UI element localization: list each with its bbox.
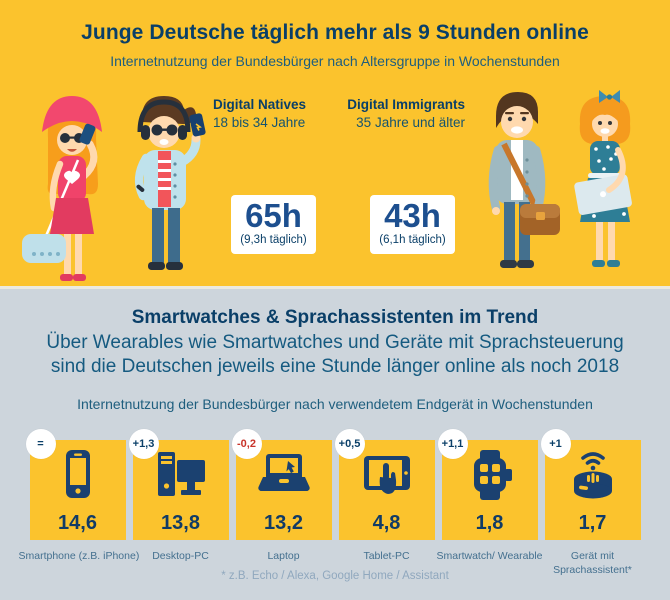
digital-natives-label: Digital Natives 18 bis 34 Jahre [213, 96, 306, 131]
device-label: Smartwatch/ Wearable [436, 550, 543, 562]
device-hours-value: 4,8 [372, 512, 401, 534]
page-title: Junge Deutsche täglich mehr als 9 Stunde… [81, 21, 589, 44]
daily-hours-value: (9,3h täglich) [240, 233, 307, 246]
device-hours-value: 1,7 [578, 512, 607, 534]
device-label: Desktop-PC [152, 550, 209, 562]
digital-natives-illustration [22, 96, 206, 281]
change-badge: = [25, 429, 56, 459]
device-hours-value: 13,2 [264, 512, 303, 534]
device-cards-row: = 14,6 Smartphone (z.B. iPhone) +1,3 [0, 429, 670, 577]
laptop-icon [257, 454, 310, 492]
device-card-laptop: -0,2 13,2 Laptop [231, 429, 332, 577]
card-tile: 4,8 [338, 440, 435, 540]
weekly-hours-value: 65h [245, 197, 302, 234]
change-badge: +1,3 [128, 429, 159, 459]
tablet-icon [363, 456, 410, 494]
digital-immigrants-illustration [488, 90, 632, 268]
change-badge: +1 [540, 429, 571, 459]
change-badge: +0,5 [334, 429, 365, 459]
group-age: 18 bis 34 Jahre [213, 114, 306, 130]
device-card-smartwatch: +1,1 1,8 Smartwatch/ Wearable [436, 429, 543, 577]
group-name: Digital Natives [213, 97, 307, 112]
daily-hours-value: (6,1h täglich) [379, 233, 446, 246]
device-hours-value: 13,8 [161, 512, 200, 534]
section-lead: Über Wearables wie Smartwatches und Gerä… [0, 331, 670, 379]
section-title: Smartwatches & Sprachassistenten im Tren… [131, 307, 539, 328]
device-hours-value: 14,6 [58, 512, 97, 534]
digital-immigrants-label: Digital Immigrants 35 Jahre und älter [347, 96, 465, 131]
device-label: Laptop [267, 550, 300, 562]
group-name: Digital Immigrants [347, 97, 465, 112]
footnote: * z.B. Echo / Alexa, Google Home / Assis… [221, 570, 449, 582]
page-subtitle: Internetnutzung der Bundesbürger nach Al… [110, 53, 560, 69]
device-label: Tablet-PC [363, 550, 410, 562]
digital-natives-hours-card: 65h (9,3h täglich) [231, 195, 316, 254]
older-man-figure [488, 92, 560, 268]
section-subtitle: Internetnutzung der Bundesbürger nach ve… [77, 396, 593, 412]
smartphone-icon [65, 450, 90, 498]
device-card-smartphone: = 14,6 Smartphone (z.B. iPhone) [19, 429, 139, 577]
change-badge: +1,1 [437, 429, 468, 459]
device-usage-section: Smartwatches & Sprachassistenten im Tren… [0, 286, 670, 600]
group-age: 35 Jahre und älter [356, 114, 465, 130]
change-badge: -0,2 [231, 429, 262, 459]
lead-line-2: sind die Deutschen jeweils eine Stunde l… [50, 356, 620, 378]
device-hours-value: 1,8 [475, 512, 504, 534]
card-tile: 13,2 [235, 440, 332, 540]
smart-speaker-icon [573, 452, 612, 499]
device-card-desktop-pc: +1,3 13,8 Desktop-PC [128, 429, 229, 577]
lead-line-1: Über Wearables wie Smartwatches und Gerä… [46, 332, 624, 353]
desktop-pc-icon [157, 452, 205, 496]
device-card-tablet-pc: +0,5 4,8 Tablet-PC [334, 429, 435, 577]
age-group-section: Junge Deutsche täglich mehr als 9 Stunde… [0, 0, 670, 286]
weekly-hours-value: 43h [384, 197, 441, 234]
device-label: Gerät mit Sprachassistent* [553, 550, 632, 577]
young-woman-figure [22, 96, 102, 281]
digital-immigrants-hours-card: 43h (6,1h täglich) [370, 195, 455, 254]
device-label: Smartphone (z.B. iPhone) [18, 550, 140, 562]
card-tile: 1,7 [544, 440, 641, 540]
older-woman-figure [574, 90, 632, 267]
young-man-figure [134, 96, 206, 270]
smartwatch-icon [473, 450, 512, 500]
device-card-smart-speaker: +1 1,7 Gerät [540, 429, 641, 577]
